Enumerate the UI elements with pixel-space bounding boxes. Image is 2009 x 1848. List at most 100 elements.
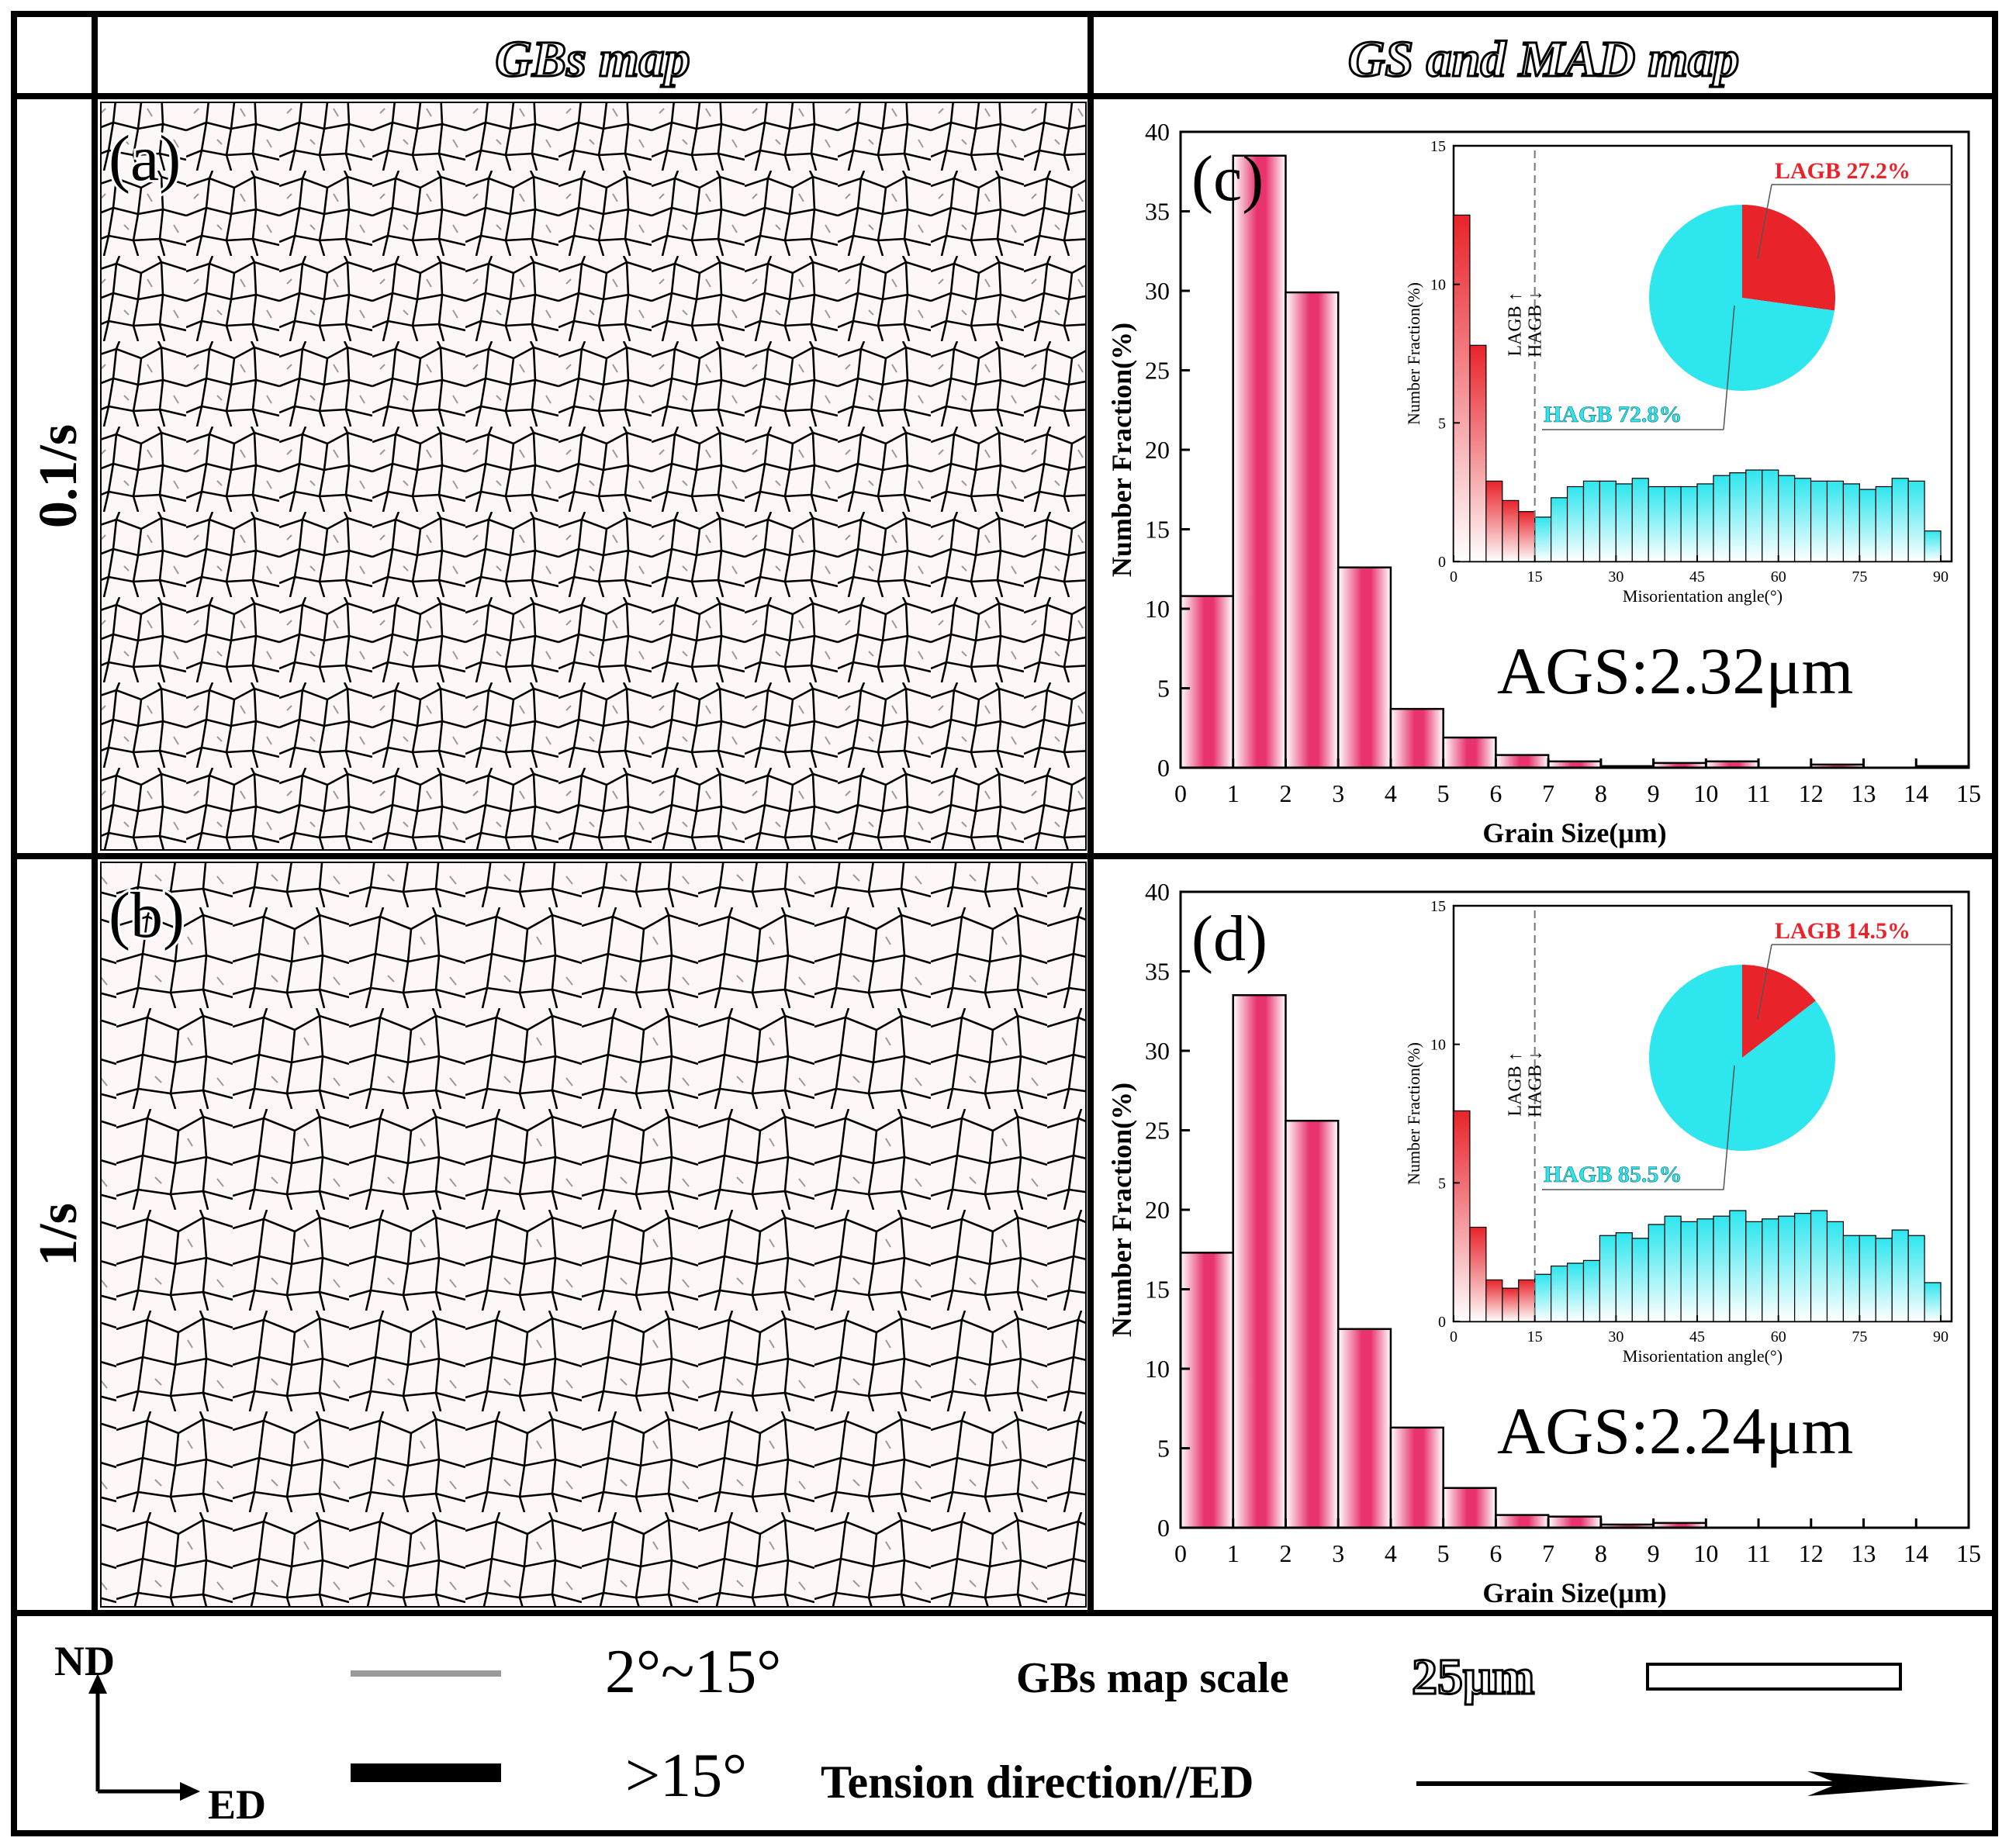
misorientation-bar-15 (1696, 483, 1714, 562)
misorientation-bar-7 (1566, 485, 1585, 562)
inset-x-tick-label: 90 (1933, 1328, 1948, 1345)
misorientation-bar-20 (1778, 1215, 1796, 1322)
misorientation-bar-28 (1907, 480, 1925, 562)
grain-size-bar-6 (1495, 1514, 1550, 1529)
panel-label-a: (a) (109, 123, 181, 195)
x-tick-label: 9 (1648, 779, 1660, 807)
x-tick-label: 15 (1956, 779, 1981, 807)
pie-label-lagb: LAGB 27.2% (1775, 158, 1910, 184)
x-tick-label: 2 (1279, 779, 1292, 807)
misorientation-bar-19 (1762, 469, 1779, 562)
x-tick-label: 7 (1542, 1539, 1554, 1567)
inset-y-tick-label: 5 (1438, 1175, 1446, 1192)
misorientation-bar-26 (1875, 485, 1893, 562)
hagb-arrow-label: HAGB ↓ (1526, 291, 1546, 358)
x-tick-label: 1 (1227, 779, 1240, 807)
y-tick-label: 25 (1145, 357, 1170, 385)
x-tick-label: 5 (1437, 779, 1450, 807)
row-label-strain-rate-1: 0.1/s (29, 424, 88, 528)
misorientation-bar-6 (1551, 497, 1568, 562)
inset-y-tick-label: 5 (1438, 415, 1446, 432)
x-tick-label: 4 (1385, 1539, 1397, 1567)
average-grain-size-annotation: AGS:2.32μm (1497, 634, 1853, 708)
pie-slice-hagb (1648, 965, 1835, 1151)
inset-y-tick-label: 0 (1438, 1314, 1446, 1331)
misorientation-bar-5 (1534, 516, 1552, 562)
pie-label-hagb: HAGB 72.8% (1544, 402, 1682, 427)
misorientation-bar-29 (1924, 530, 1942, 562)
high-angle-line-sample (351, 1763, 501, 1782)
misorientation-bar-14 (1680, 485, 1698, 562)
x-tick-label: 8 (1595, 1539, 1607, 1567)
misorientation-bar-5 (1534, 1273, 1552, 1322)
misorientation-bar-23 (1826, 1221, 1845, 1322)
high-angle-legend-label: >15° (625, 1742, 747, 1810)
grain-size-chart-d: 0 1 2 3 4 5 6 7 8 9 10 11 12 13 14 150510152025303540Gr… (1106, 878, 1981, 1608)
misorientation-bar-12 (1648, 485, 1665, 562)
scale-bar (1646, 1663, 1902, 1691)
x-axis-label: Grain Size(μm) (1482, 1577, 1666, 1608)
y-tick-label: 40 (1145, 118, 1170, 146)
misorientation-bar-11 (1631, 478, 1649, 562)
misorientation-bar-7 (1566, 1263, 1585, 1322)
y-tick-label: 0 (1157, 1514, 1170, 1542)
ed-label: ED (208, 1781, 266, 1828)
inset-x-tick-label: 30 (1608, 1328, 1623, 1345)
y-tick-label: 35 (1145, 958, 1170, 986)
x-tick-label: 4 (1385, 779, 1397, 807)
misorientation-bar-16 (1713, 1215, 1731, 1322)
lagb-arrow-label: LAGB ↑ (1506, 1052, 1526, 1116)
misorientation-bar-25 (1859, 1235, 1876, 1322)
pie-slice-hagb (1649, 205, 1834, 392)
y-tick-label: 25 (1145, 1117, 1170, 1145)
x-tick-label: 15 (1956, 1539, 1981, 1567)
misorientation-bar-10 (1615, 483, 1633, 562)
pie-slice-lagb (1742, 205, 1835, 311)
y-tick-label: 40 (1145, 878, 1170, 906)
x-tick-label: 13 (1852, 1539, 1876, 1567)
misorientation-bar-20 (1778, 475, 1796, 562)
misorientation-bar-25 (1859, 489, 1876, 562)
pie-label-lagb: LAGB 14.5% (1775, 918, 1910, 944)
misorientation-bar-23 (1826, 480, 1845, 562)
x-tick-label: 0 (1174, 1539, 1187, 1567)
gbs-map-a (100, 102, 1087, 851)
inset-x-tick-label: 90 (1933, 568, 1948, 585)
y-tick-label: 5 (1157, 1435, 1170, 1463)
panel-label: (d) (1191, 903, 1267, 975)
misorientation-bar-19 (1762, 1218, 1779, 1322)
grain-size-bar-7 (1547, 1515, 1603, 1529)
inset-x-tick-label: 0 (1450, 568, 1457, 585)
inset-x-tick-label: 45 (1689, 1328, 1705, 1345)
misorientation-bar-18 (1745, 1221, 1763, 1322)
inset-x-axis-label: Misorientation angle(°) (1623, 586, 1783, 606)
y-tick-label: 30 (1145, 1037, 1170, 1065)
misorientation-bar-22 (1810, 1210, 1828, 1322)
misorientation-bar-14 (1680, 1221, 1698, 1322)
grain-size-bar-2 (1285, 291, 1340, 769)
x-axis-label: Grain Size(μm) (1482, 817, 1666, 848)
inset-x-tick-label: 75 (1852, 1328, 1867, 1345)
x-tick-label: 14 (1904, 779, 1928, 807)
misorientation-bar-17 (1729, 1210, 1747, 1322)
scale-value: 25μm (1412, 1649, 1534, 1705)
grain-size-bar-4 (1389, 707, 1444, 769)
x-tick-label: 3 (1332, 1539, 1344, 1567)
x-tick-label: 12 (1799, 779, 1824, 807)
average-grain-size-annotation: AGS:2.24μm (1497, 1394, 1853, 1468)
x-tick-label: 6 (1489, 1539, 1502, 1567)
misorientation-bar-3 (1502, 1287, 1520, 1322)
grain-size-bar-1 (1232, 994, 1287, 1529)
legend: ND ED 2°~15° >15° GBs map scale 25μm Ten… (54, 1638, 1970, 1828)
gs-mad-header: GS and MAD map (1348, 31, 1739, 88)
nd-label: ND (54, 1638, 115, 1684)
misorientation-bar-9 (1599, 480, 1617, 562)
misorientation-bar-26 (1875, 1238, 1893, 1322)
grain-size-bar-0 (1179, 595, 1234, 769)
misorientation-bar-3 (1502, 499, 1520, 562)
grain-size-bar-5 (1442, 736, 1497, 769)
misorientation-bar-21 (1794, 1213, 1812, 1322)
misorientation-bar-2 (1485, 480, 1503, 562)
